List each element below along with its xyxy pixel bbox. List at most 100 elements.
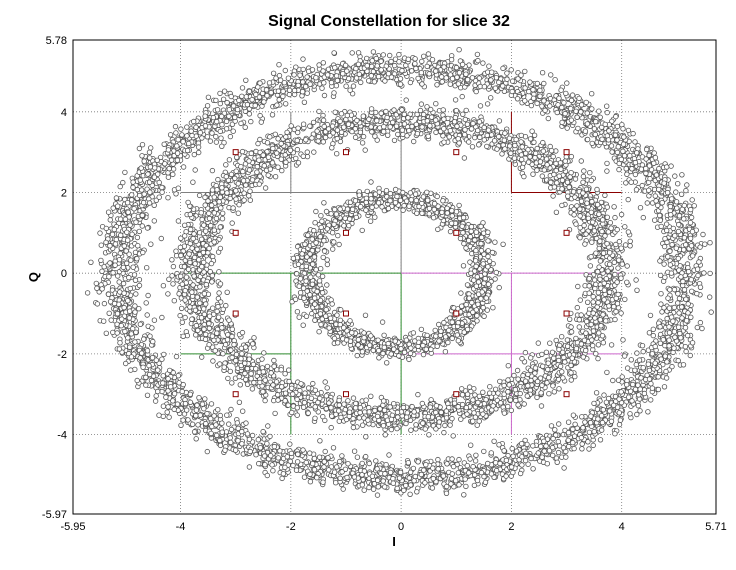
sample-point <box>307 292 313 298</box>
sample-point <box>531 132 538 138</box>
sample-point <box>314 128 320 134</box>
sample-point <box>587 169 593 176</box>
sample-point <box>527 367 534 373</box>
sample-point <box>501 382 507 389</box>
sample-point <box>519 355 525 362</box>
sample-point <box>388 416 395 423</box>
sample-point <box>136 228 142 235</box>
sample-point <box>256 181 262 187</box>
sample-point <box>595 290 602 296</box>
sample-point <box>450 433 456 439</box>
sample-point <box>590 293 596 300</box>
sample-point <box>548 179 554 186</box>
sample-point <box>477 134 483 141</box>
sample-point <box>476 119 483 125</box>
sample-point <box>463 245 469 251</box>
sample-point <box>591 277 598 283</box>
sample-point <box>578 341 585 347</box>
sample-point <box>525 383 531 389</box>
sample-point <box>286 378 292 385</box>
sample-point <box>601 287 608 293</box>
sample-point <box>426 205 433 212</box>
sample-point <box>305 385 312 391</box>
sample-point <box>233 351 240 358</box>
sample-point <box>604 369 610 376</box>
sample-point <box>298 381 304 387</box>
sample-point <box>362 312 369 318</box>
sample-point <box>512 387 519 393</box>
sample-point <box>557 363 564 370</box>
sample-point <box>179 319 185 325</box>
sample-point <box>318 321 324 328</box>
sample-point <box>543 156 550 162</box>
sample-point <box>385 132 391 138</box>
sample-point <box>475 399 481 406</box>
sample-point <box>603 276 609 282</box>
sample-point <box>571 206 577 212</box>
sample-point <box>223 173 229 180</box>
sample-point <box>346 409 353 415</box>
sample-point <box>580 354 586 360</box>
sample-point <box>508 67 514 73</box>
sample-point <box>583 186 590 192</box>
sample-point <box>383 187 390 194</box>
sample-point <box>485 127 492 133</box>
sample-point <box>349 330 355 336</box>
sample-point <box>278 367 284 373</box>
sample-point <box>285 402 291 408</box>
sample-point <box>633 277 639 283</box>
sample-point <box>580 190 586 196</box>
sample-point <box>201 291 208 297</box>
sample-point <box>198 315 205 321</box>
sample-point <box>381 123 387 130</box>
sample-point <box>456 202 462 209</box>
sample-point <box>523 150 529 156</box>
sample-point <box>308 274 314 280</box>
sample-point <box>303 263 309 269</box>
sample-point <box>478 223 484 230</box>
sample-point <box>226 157 233 163</box>
sample-point <box>307 123 313 129</box>
sample-point <box>462 131 468 138</box>
sample-point <box>248 376 254 382</box>
sample-point <box>414 111 420 118</box>
sample-point <box>312 404 318 410</box>
sample-point <box>488 132 495 138</box>
sample-point <box>472 458 479 464</box>
sample-point <box>173 248 179 254</box>
sample-point <box>433 409 439 416</box>
sample-point <box>209 279 215 285</box>
sample-point <box>588 177 594 184</box>
sample-point <box>395 414 401 420</box>
sample-point <box>202 194 208 201</box>
sample-point <box>324 257 330 263</box>
sample-point <box>324 261 331 268</box>
sample-point <box>391 346 397 352</box>
sample-point <box>618 211 625 218</box>
sample-point <box>171 298 177 304</box>
received-samples <box>84 47 714 498</box>
sample-point <box>534 167 540 173</box>
sample-point <box>590 219 596 225</box>
sample-point <box>470 120 476 127</box>
sample-point <box>556 173 562 179</box>
sample-point <box>292 296 299 303</box>
sample-point <box>271 363 277 370</box>
sample-point <box>334 135 340 142</box>
sample-point <box>564 337 571 343</box>
sample-point <box>577 297 583 303</box>
sample-point <box>588 321 594 328</box>
sample-point <box>282 390 289 396</box>
sample-point <box>239 329 246 336</box>
sample-point <box>639 182 645 189</box>
sample-point <box>294 309 301 315</box>
sample-point <box>549 349 556 355</box>
sample-point <box>480 389 486 395</box>
sample-point <box>468 270 474 276</box>
sample-point <box>634 287 640 293</box>
sample-point <box>271 397 277 404</box>
sample-point <box>441 429 447 436</box>
sample-point <box>486 258 493 264</box>
sample-point <box>355 337 362 343</box>
sample-point <box>438 328 444 334</box>
